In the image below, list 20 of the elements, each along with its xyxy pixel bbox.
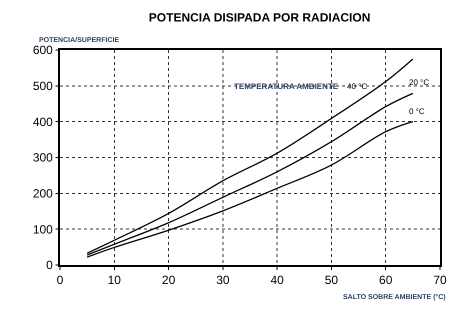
chart-title: POTENCIA DISIPADA POR RADIACION — [148, 10, 370, 24]
series-label: 20 °C — [409, 78, 430, 87]
y-tick-label: 0 — [46, 258, 54, 272]
x-tick-label: 70 — [433, 273, 447, 288]
x-tick-label: 60 — [379, 273, 393, 288]
annotation: TEMPERATURA AMBIENTE — [234, 82, 339, 91]
y-tick-label: 100 — [32, 222, 54, 236]
x-tick-label: 40 — [270, 273, 284, 288]
x-tick-label: 0 — [56, 273, 64, 288]
y-tick-label: 300 — [32, 150, 54, 165]
series-label: 0 °C — [409, 107, 425, 116]
x-tick-label: 20 — [162, 273, 176, 288]
y-tick-label: 500 — [32, 79, 54, 94]
y-tick-label: 400 — [32, 114, 54, 129]
x-tick-label: 50 — [324, 273, 338, 288]
series-label: 40 °C — [347, 82, 368, 91]
y-tick-label: 200 — [32, 186, 54, 201]
x-tick-label: 10 — [108, 273, 122, 288]
y-tick-label: 600 — [32, 43, 54, 58]
x-tick-label: 30 — [216, 273, 230, 288]
